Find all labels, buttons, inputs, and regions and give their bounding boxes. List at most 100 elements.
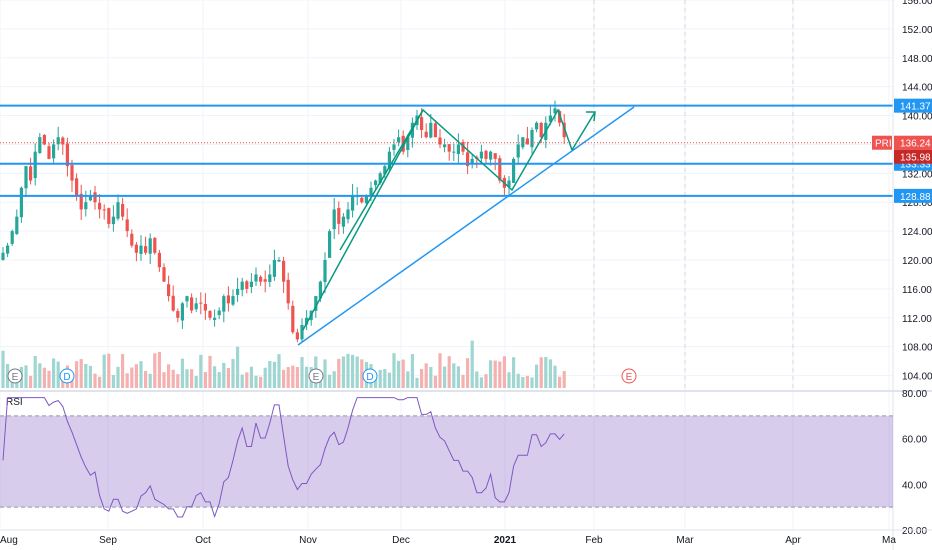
volume-bar xyxy=(378,369,382,388)
volume-bar xyxy=(429,366,433,388)
candle-body xyxy=(93,192,97,203)
candle-body xyxy=(70,165,74,181)
last-price-tag-text: 136.24 xyxy=(900,139,931,150)
event-marker-label: E xyxy=(313,372,320,383)
candle-body xyxy=(479,151,483,159)
candle-body xyxy=(203,304,207,311)
volume-bar xyxy=(38,363,42,388)
candle-body xyxy=(19,187,23,218)
volume-bar xyxy=(134,364,138,388)
candle-body xyxy=(42,135,46,145)
candle-body xyxy=(231,296,235,305)
countdown-price-tag xyxy=(894,149,932,164)
volume-bar xyxy=(305,366,309,388)
candle-body xyxy=(236,288,240,295)
time-tick-label: Mar xyxy=(676,535,694,546)
candle-body xyxy=(466,152,470,167)
volume-bar xyxy=(562,371,566,388)
time-tick-label: 2021 xyxy=(494,535,517,546)
volume-bar xyxy=(157,351,161,388)
volume-bar xyxy=(374,377,378,388)
volume-bar xyxy=(277,354,281,388)
volume-bar xyxy=(447,356,451,388)
volume-bar xyxy=(341,356,345,388)
volume-bar xyxy=(392,353,396,388)
candle-body xyxy=(364,195,368,204)
price-tick-label: 108.00 xyxy=(902,343,932,354)
level-price-tag-text: 128.88 xyxy=(900,192,931,203)
volume-bar xyxy=(213,366,217,388)
countdown-price-tag-text: 135.98 xyxy=(900,153,931,164)
volume-bar xyxy=(162,372,166,388)
candle-body xyxy=(194,303,198,310)
volume-bar xyxy=(121,354,125,388)
candle-body xyxy=(199,302,203,304)
volume-bar xyxy=(254,375,258,388)
volume-bar xyxy=(558,376,562,388)
volume-bar xyxy=(116,366,120,388)
candle-body xyxy=(498,158,502,181)
volume-bar xyxy=(479,377,483,388)
candle-body xyxy=(116,202,120,219)
volume-bar xyxy=(203,372,207,388)
ascending-trendline xyxy=(297,106,635,346)
candle-body xyxy=(33,151,37,179)
rsi-tick-label: 80.00 xyxy=(902,389,927,400)
candle-body xyxy=(277,260,281,262)
volume-bar xyxy=(194,376,198,388)
candle-body xyxy=(548,115,552,122)
event-marker-icon xyxy=(59,368,75,384)
time-tick-label: Sep xyxy=(99,535,117,546)
event-marker-label: E xyxy=(12,372,19,383)
price-tick-label: 120.00 xyxy=(902,256,932,267)
time-tick-label: Nov xyxy=(299,535,317,546)
volume-bar xyxy=(102,354,106,388)
level-price-tag xyxy=(894,98,932,113)
candle-body xyxy=(107,208,111,224)
price-tick-label: 144.00 xyxy=(902,83,932,94)
volume-bar xyxy=(466,358,470,388)
volume-bar xyxy=(272,361,276,388)
volume-bar xyxy=(443,366,447,388)
candle-body xyxy=(420,117,424,130)
candle-body xyxy=(125,219,129,232)
volume-bar xyxy=(516,373,520,388)
candle-body xyxy=(88,195,92,201)
volume-bar xyxy=(245,372,249,388)
volume-bar xyxy=(383,369,387,388)
candle-body xyxy=(190,297,194,311)
candle-body xyxy=(24,166,28,189)
rsi-band xyxy=(0,415,893,508)
volume-bar xyxy=(521,377,525,388)
candle-body xyxy=(539,122,543,138)
candle-body xyxy=(52,144,56,159)
candle-body xyxy=(217,310,221,316)
volume-bar xyxy=(286,367,290,388)
candle-body xyxy=(318,281,322,299)
candle-body xyxy=(433,123,437,138)
candle-body xyxy=(383,166,387,175)
volume-bar xyxy=(452,363,456,388)
volume-bar xyxy=(180,358,184,388)
volume-bar xyxy=(98,376,102,388)
volume-bar xyxy=(548,359,552,388)
volume-bar xyxy=(236,346,240,388)
volume-bar xyxy=(525,375,529,388)
candle-body xyxy=(139,245,143,254)
candle-body xyxy=(245,281,249,289)
price-tick-label: 152.00 xyxy=(902,25,932,36)
volume-bar xyxy=(438,353,442,388)
candle-body xyxy=(456,144,460,155)
candle-body xyxy=(268,274,272,282)
volume-bar xyxy=(222,362,226,388)
volume-bar xyxy=(52,358,56,388)
candle-body xyxy=(171,295,175,311)
candle-body xyxy=(525,138,529,145)
volume-bar xyxy=(553,365,557,388)
pattern-zigzag xyxy=(302,108,573,331)
candle-body xyxy=(84,202,88,210)
volume-bar xyxy=(323,359,327,388)
candle-body xyxy=(369,187,373,196)
time-tick-label: Apr xyxy=(785,535,801,546)
